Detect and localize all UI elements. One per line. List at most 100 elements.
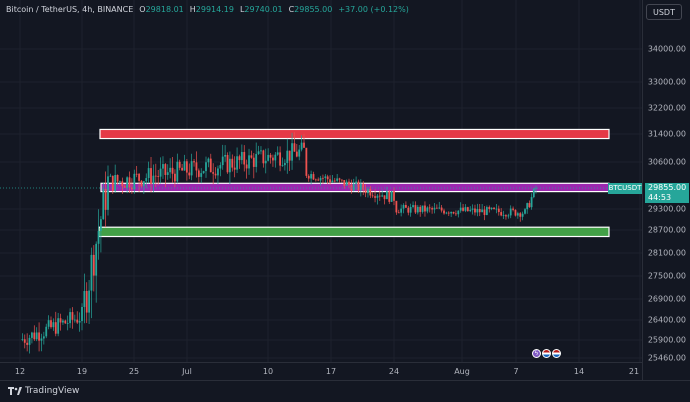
legend-close-label: C [288,5,295,14]
candle-body [229,158,231,173]
candle-body [340,179,343,181]
candle-body [231,158,234,168]
candle-body [443,210,445,214]
candle-body [483,209,486,215]
time-axis[interactable]: 12 19 25 Jul 10 17 24 Aug 7 14 21 [0,362,642,380]
candle-body [176,161,179,182]
candle-body [23,339,26,343]
candle-body [421,205,424,212]
us-flag-icon[interactable] [552,349,561,358]
candle-body [524,209,526,214]
candle-body [248,155,250,169]
candle-body [507,215,510,217]
candle-body [42,336,45,339]
candle-body [209,158,212,173]
candle-body [111,175,114,191]
candle-body [109,175,112,177]
candle-body [331,180,334,183]
candle-body [50,320,52,328]
candle-body [126,177,129,188]
chart-grid [0,0,642,362]
candle-body [238,156,241,161]
candle-body [364,189,367,194]
candle-body [424,205,426,212]
candle-body [255,153,258,167]
candle-body [114,175,117,191]
candle-body [185,161,188,173]
candle-body [407,207,410,213]
price-axis[interactable]: USDT 34000.00 33000.00 32200.00 31400.00 306… [642,0,690,380]
price-label: 29300.00 [647,204,686,214]
support-zone[interactable] [98,226,610,238]
candle-body [412,205,414,208]
candle-body [298,149,301,157]
resistance-zone[interactable] [99,128,610,140]
candle-body [71,312,74,320]
candle-body [390,191,393,202]
candle-body [409,207,412,213]
candle-body [69,312,71,324]
candle-body [147,168,150,179]
symbol-price-tag: BTCUSDT [608,183,642,194]
candle-body [47,320,50,327]
legend-low: 29740.01 [244,5,283,14]
candle-body [466,207,469,212]
price-label: 25460.00 [647,353,686,363]
candle-body [355,181,358,184]
candle-body [314,179,317,181]
candle-body [64,320,67,324]
candle-body [395,200,398,213]
time-label: 17 [325,367,337,376]
legend-symbol[interactable]: Bitcoin / TetherUS, 4h, BINANCE [6,5,134,14]
currency-button[interactable]: USDT [646,4,682,20]
candle-body [100,219,102,231]
pivot-zone[interactable] [100,182,610,193]
candle-body [291,143,293,161]
candle-body [212,172,215,174]
tradingview-logo[interactable]: TradingView [8,386,79,396]
candle-body [138,173,140,181]
candle-body [343,179,346,186]
candle-body [133,173,136,190]
candle-body [488,207,491,210]
candle-body [154,175,157,177]
lightning-icon[interactable]: ϟ [532,349,541,358]
candle-body [178,161,181,168]
candle-body [224,154,227,157]
tradingview-logo-icon [8,387,22,395]
candle-body [490,207,493,210]
candle-body [462,207,464,211]
candle-body [279,152,281,166]
candle-body [333,180,336,182]
candle-body [257,151,260,154]
event-icons[interactable]: ϟ [532,349,561,358]
footer: TradingView [0,380,690,402]
candle-body [393,191,395,201]
time-label: 21 [628,367,640,376]
candle-body [319,177,322,181]
candle-body [532,188,535,198]
candle-body [474,208,476,213]
candle-body [107,176,109,210]
candle-body [307,175,310,179]
chart-area[interactable]: Bitcoin / TetherUS, 4h, BINANCE O29818.0… [0,0,642,380]
candle-body [78,321,81,323]
candle-body [83,290,86,307]
us-flag-icon[interactable] [542,349,551,358]
candle-body [447,212,450,214]
price-chart[interactable] [0,0,642,362]
candle-body [245,164,248,169]
candle-body [88,290,90,313]
candle-body [31,332,33,338]
candle-body [357,181,360,191]
price-label: 27500.00 [647,271,686,281]
candle-body [243,151,246,165]
candle-body [145,178,148,182]
candle-body [438,207,441,209]
candle-body [40,338,43,341]
candle-body [345,181,348,186]
candle-body [288,150,291,161]
candle-body [397,212,400,214]
candle-body [359,183,362,191]
candle-body [445,212,448,214]
